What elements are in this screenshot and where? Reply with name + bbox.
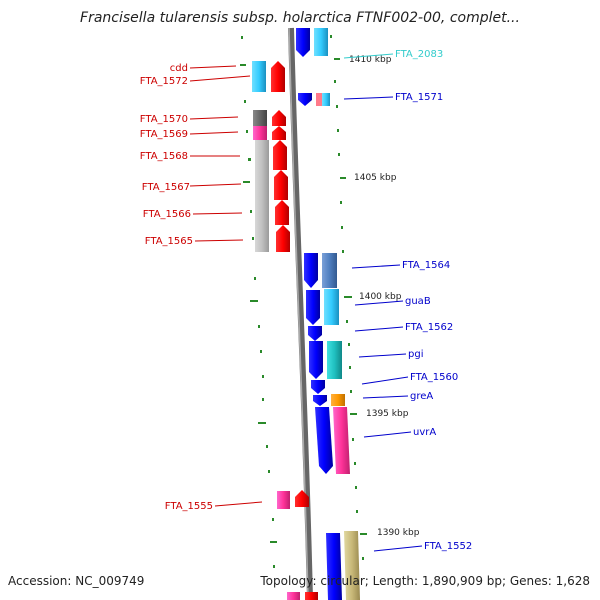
gene-label: FTA_1566 (143, 209, 191, 220)
gene-block (333, 407, 350, 474)
gene-arrow-reverse (273, 140, 287, 170)
gene-block (331, 394, 345, 406)
gene-label: FTA_1568 (140, 151, 188, 162)
gene-block (255, 140, 269, 252)
gene-block (324, 289, 339, 325)
gene-label: guaB (405, 296, 431, 307)
tick-label: 1390 kbp (377, 528, 420, 538)
gene-label: FTA_1555 (165, 501, 213, 512)
gene-arrow-reverse (272, 126, 286, 140)
genome-summary-text: Topology: circular; Length: 1,890,909 bp… (260, 574, 590, 588)
genome-backbone (288, 27, 313, 600)
gene-block (253, 126, 267, 140)
gene-label: FTA_1569 (140, 129, 188, 140)
gene-arrow-forward (308, 326, 322, 341)
gene-arrow-forward (311, 380, 325, 394)
tick-marks-right (330, 35, 367, 560)
tick-label: 1395 kbp (366, 409, 409, 419)
gene-arrow-reverse (274, 170, 288, 200)
gene-arrow-forward (298, 93, 312, 106)
feature-ring-right-inner (296, 28, 342, 600)
gene-label: FTA_1564 (402, 260, 450, 271)
tick-label: 1405 kbp (354, 173, 397, 183)
gene-block (344, 531, 360, 600)
tick-label: 1400 kbp (359, 292, 402, 302)
gene-block (252, 61, 266, 92)
gene-block (287, 592, 300, 600)
gene-block (316, 93, 322, 106)
gene-label: cdd (170, 63, 188, 74)
gene-label: FTA_1570 (140, 114, 188, 125)
gene-block (305, 592, 318, 600)
gene-arrow-reverse (276, 225, 290, 252)
leader-lines-right (343, 53, 423, 552)
gene-block (327, 341, 342, 379)
feature-ring-left-inner (271, 61, 318, 600)
gene-labels-left: cdd FTA_1572 FTA_1570 FTA_1569 FTA_1568 … (140, 63, 213, 512)
gene-arrow-reverse (271, 61, 285, 92)
gene-block (277, 491, 290, 509)
gene-label: pgi (408, 349, 423, 360)
gene-label: FTA_1565 (145, 236, 193, 247)
gene-arrow-forward (309, 341, 323, 379)
tick-marks-left (240, 36, 277, 568)
gene-arrow-forward (315, 407, 333, 474)
gene-block (314, 28, 328, 56)
gene-label: uvrA (413, 427, 436, 438)
feature-ring-left-outer (252, 61, 300, 600)
feature-ring-right-outer (314, 28, 360, 600)
map-title: Francisella tularensis subsp. holarctica… (80, 10, 520, 26)
gene-label: FTA_1560 (410, 372, 458, 383)
gene-block (322, 253, 337, 288)
gene-arrow-forward (326, 533, 342, 600)
gene-arrow-forward (304, 253, 318, 288)
gene-label: FTA_1571 (395, 92, 443, 103)
gene-label: FTA_1567 (142, 182, 190, 193)
gene-label: FTA_2083 (395, 49, 443, 60)
accession-text: Accession: NC_009749 (8, 574, 145, 588)
gene-labels-right: FTA_2083 FTA_1571 FTA_1564 guaB FTA_1562… (395, 49, 472, 552)
gene-arrow-forward (306, 290, 320, 325)
gene-arrow-reverse (295, 490, 309, 507)
gene-label: FTA_1562 (405, 322, 453, 333)
gene-label: greA (410, 391, 433, 402)
gene-arrow-forward (296, 28, 310, 57)
gene-block (253, 110, 267, 126)
gene-label: FTA_1572 (140, 76, 188, 87)
tick-label: 1410 kbp (349, 55, 392, 65)
leader-lines-left (189, 65, 263, 507)
gene-arrow-forward (313, 395, 327, 406)
gene-block (322, 93, 330, 106)
gene-arrow-reverse (272, 110, 286, 126)
gene-label: FTA_1552 (424, 541, 472, 552)
gene-arrow-reverse (275, 200, 289, 225)
